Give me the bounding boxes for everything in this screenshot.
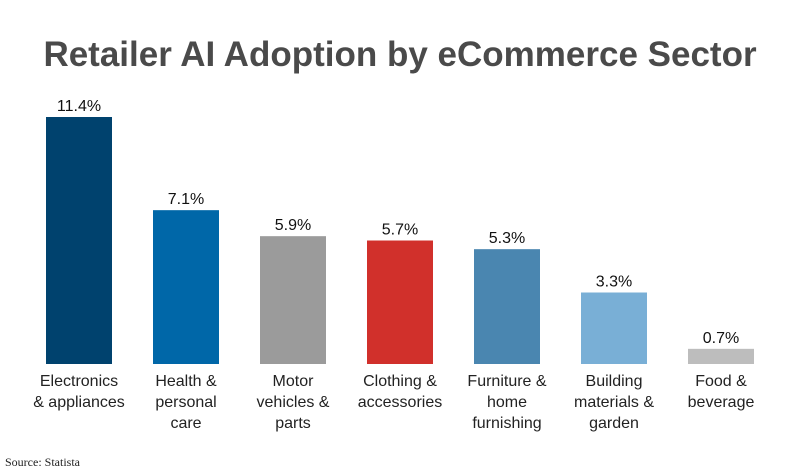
value-label-5: 3.3% [596, 274, 632, 291]
value-labels-group: 11.4% 7.1% 5.9% 5.7% 5.3% 3.3% 0.7% [57, 98, 739, 347]
category-label-4: Furniture & home furnishing [467, 373, 546, 432]
category-label-line: beverage [688, 394, 755, 411]
category-label-line: Building [586, 373, 643, 390]
category-label-line: Food & [695, 373, 747, 390]
bar-0 [46, 117, 112, 364]
bar-4 [474, 249, 540, 364]
category-label-line: materials & [574, 394, 654, 411]
category-label-2: Motor vehicles & parts [257, 373, 330, 432]
category-label-line: Electronics [40, 373, 118, 390]
chart-title: Retailer AI Adoption by eCommerce Sector [43, 35, 757, 74]
category-label-5: Building materials & garden [574, 373, 654, 432]
category-label-line: care [170, 415, 201, 432]
bar-2 [260, 236, 326, 364]
category-labels-group: Electronics & appliances Health & personal c… [33, 373, 754, 432]
category-label-line: Health & [155, 373, 217, 390]
bar-5 [581, 292, 647, 364]
category-label-line: Clothing & [363, 373, 437, 390]
value-label-0: 11.4% [57, 98, 101, 115]
bars-group [46, 117, 754, 364]
category-label-line: home [487, 394, 527, 411]
category-label-line: Furniture & [467, 373, 546, 390]
category-label-line: vehicles & [257, 394, 330, 411]
value-label-4: 5.3% [489, 230, 525, 247]
category-label-line: furnishing [472, 415, 541, 432]
category-label-6: Food & beverage [688, 373, 755, 411]
category-label-line: personal [155, 394, 216, 411]
bar-6 [688, 348, 754, 364]
category-label-line: garden [589, 415, 639, 432]
category-label-line: parts [275, 415, 311, 432]
value-label-1: 7.1% [168, 191, 204, 208]
value-label-2: 5.9% [275, 217, 311, 234]
category-label-1: Health & personal care [155, 373, 217, 432]
value-label-6: 0.7% [703, 330, 739, 347]
category-label-3: Clothing & accessories [358, 373, 442, 411]
category-label-line: & appliances [33, 394, 125, 411]
category-label-0: Electronics & appliances [33, 373, 125, 411]
source-note: Source: Statista [5, 455, 81, 469]
category-label-line: accessories [358, 394, 442, 411]
category-label-line: Motor [273, 373, 315, 390]
value-label-3: 5.7% [382, 222, 418, 239]
bar-3 [367, 240, 433, 364]
bar-1 [153, 210, 219, 364]
